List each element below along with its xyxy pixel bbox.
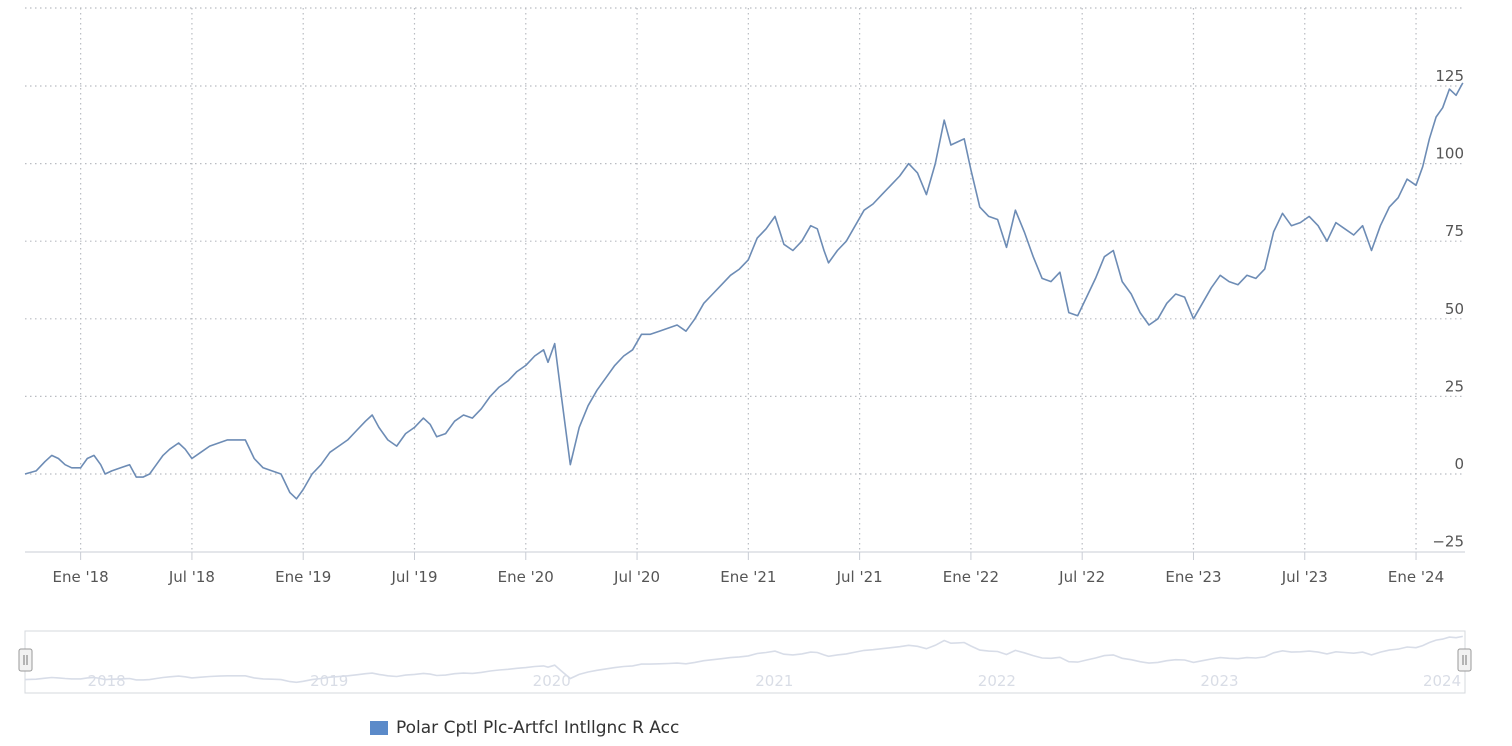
navigator-year-label: 2023 — [1200, 672, 1238, 690]
navigator-year-labels: 2018 2019 2020 2021 2022 2023 2024 — [88, 672, 1462, 690]
legend-label: Polar Cptl Plc-Artfcl Intllgnc R Acc — [396, 718, 680, 738]
navigator-year-label: 2021 — [755, 672, 793, 690]
x-axis-ticks: Ene '18 Jul '18 Ene '19 Jul '19 Ene '20 Jul '… — [53, 552, 1444, 586]
legend[interactable]: Polar Cptl Plc-Artfcl Intllgnc R Acc — [370, 718, 679, 738]
navigator-series-line — [24, 635, 1463, 684]
x-tick-label: Jul '22 — [1058, 568, 1105, 586]
x-tick-label: Jul '23 — [1281, 568, 1328, 586]
navigator-right-handle[interactable] — [1457, 648, 1472, 672]
x-tick-label: Jul '21 — [836, 568, 883, 586]
navigator-year-label: 2022 — [978, 672, 1016, 690]
navigator[interactable]: 2018 2019 2020 2021 2022 2023 2024 — [18, 630, 1472, 694]
y-tick-label: 100 — [1435, 145, 1464, 163]
y-tick-label: 25 — [1445, 377, 1464, 395]
x-tick-label: Ene '19 — [275, 568, 331, 586]
navigator-year-label: 2024 — [1423, 672, 1461, 690]
y-tick-label: 0 — [1454, 455, 1464, 473]
y-tick-label: 50 — [1445, 300, 1464, 318]
navigator-frame — [24, 630, 1466, 694]
navigator-year-label: 2019 — [310, 672, 348, 690]
y-tick-label: 75 — [1445, 222, 1464, 240]
x-tick-label: Ene '23 — [1165, 568, 1221, 586]
x-tick-label: Jul '20 — [613, 568, 660, 586]
x-tick-label: Ene '20 — [498, 568, 554, 586]
y-tick-label: 125 — [1435, 67, 1464, 85]
series-line — [24, 82, 1464, 500]
x-tick-label: Jul '19 — [390, 568, 437, 586]
y-tick-label: −25 — [1432, 533, 1464, 551]
x-tick-label: Jul '18 — [168, 568, 215, 586]
x-tick-label: Ene '18 — [53, 568, 109, 586]
x-tick-label: Ene '21 — [720, 568, 776, 586]
y-axis-ticks: −25 0 25 50 75 100 125 — [1432, 67, 1464, 551]
legend-swatch — [370, 721, 388, 735]
x-tick-label: Ene '22 — [943, 568, 999, 586]
navigator-year-label: 2020 — [533, 672, 571, 690]
navigator-left-handle[interactable] — [18, 648, 33, 672]
x-tick-label: Ene '24 — [1388, 568, 1444, 586]
grid-layer — [25, 7, 1465, 552]
navigator-year-label: 2018 — [88, 672, 126, 690]
